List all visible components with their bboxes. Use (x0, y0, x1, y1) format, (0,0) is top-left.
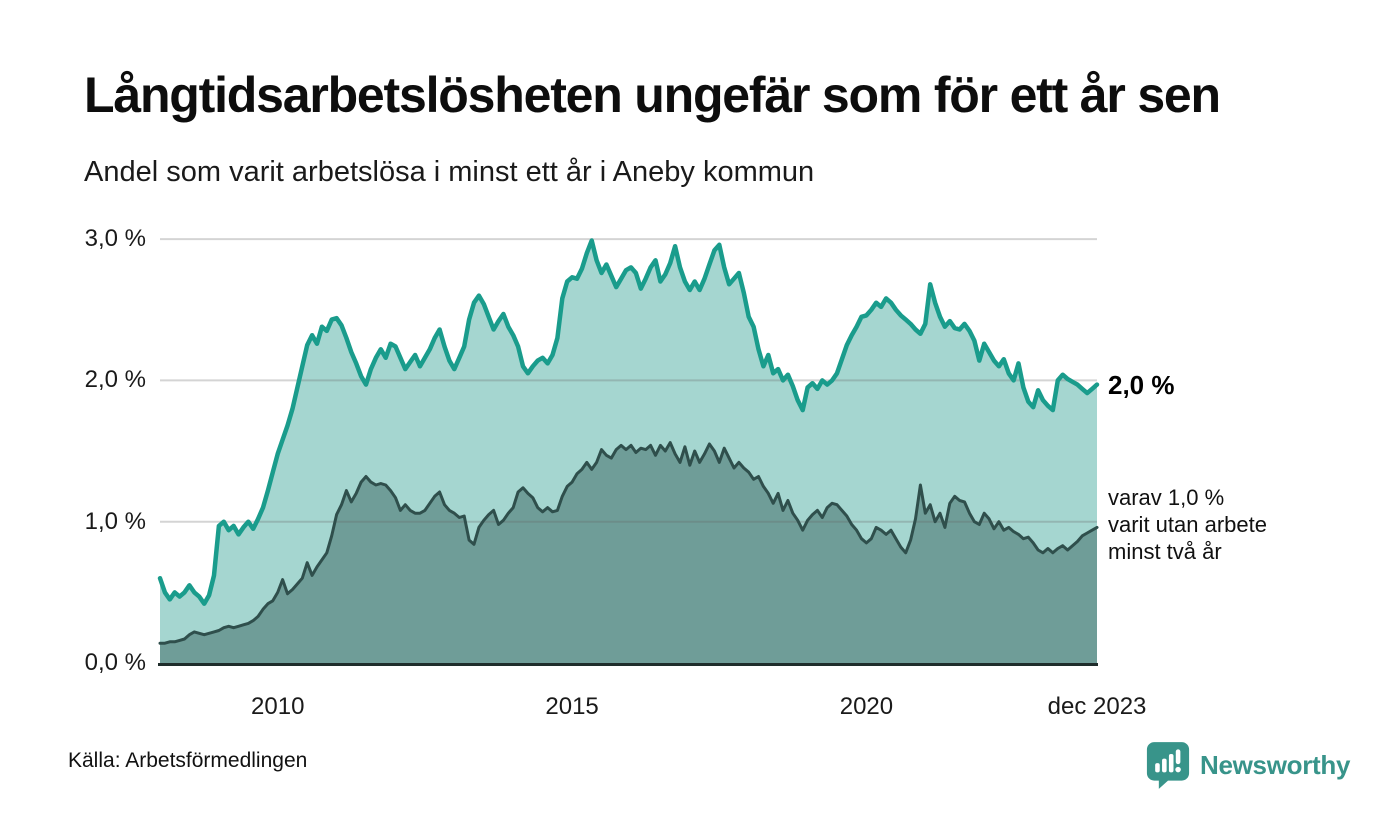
annotation-line-2: varit utan arbete (1108, 512, 1267, 537)
series2-end-annotation: varav 1,0 % varit utan arbete minst två … (1108, 484, 1267, 565)
y-axis: 0,0 % 1,0 % 2,0 % 3,0 % (0, 0, 146, 840)
x-axis-tick-label: 2015 (545, 693, 599, 720)
y-axis-tick-label: 1,0 % (84, 507, 146, 535)
y-axis-tick-label: 0,0 % (84, 649, 146, 676)
x-axis: 2010 2015 2020 dec 2023 (0, 693, 1400, 723)
gridlines (160, 238, 1097, 523)
logo-bar-short (1155, 763, 1160, 773)
source-credit: Källa: Arbetsförmedlingen (68, 749, 308, 772)
y-axis-tick-label: 3,0 % (84, 225, 146, 253)
logo-exclamation-bar (1175, 749, 1181, 765)
annotation-line-3: minst två år (1108, 539, 1222, 564)
newsworthy-logo-icon (1146, 742, 1190, 789)
logo-bar-medium (1162, 758, 1167, 773)
line-one-year (157, 238, 1100, 606)
logo-exclamation-dot (1175, 766, 1181, 773)
chart-subtitle: Andel som varit arbetslösa i minst ett å… (84, 156, 815, 188)
newsworthy-brand: Newsworthy (1146, 741, 1350, 789)
series1-end-value-label: 2,0 % (1108, 370, 1175, 400)
page-title: Långtidsarbetslösheten ungefär som för e… (84, 67, 1221, 123)
x-axis-tick-label: 2020 (839, 693, 894, 720)
newsworthy-wordmark: Newsworthy (1200, 749, 1351, 780)
line-two-year (158, 441, 1099, 645)
logo-bar-tall (1168, 754, 1174, 773)
x-axis-tick-label: dec 2023 (1047, 693, 1147, 720)
annotation-line-1: varav 1,0 % (1108, 485, 1225, 510)
y-axis-tick-label: 2,0 % (84, 366, 146, 394)
x-axis-tick-label: 2010 (251, 693, 305, 720)
